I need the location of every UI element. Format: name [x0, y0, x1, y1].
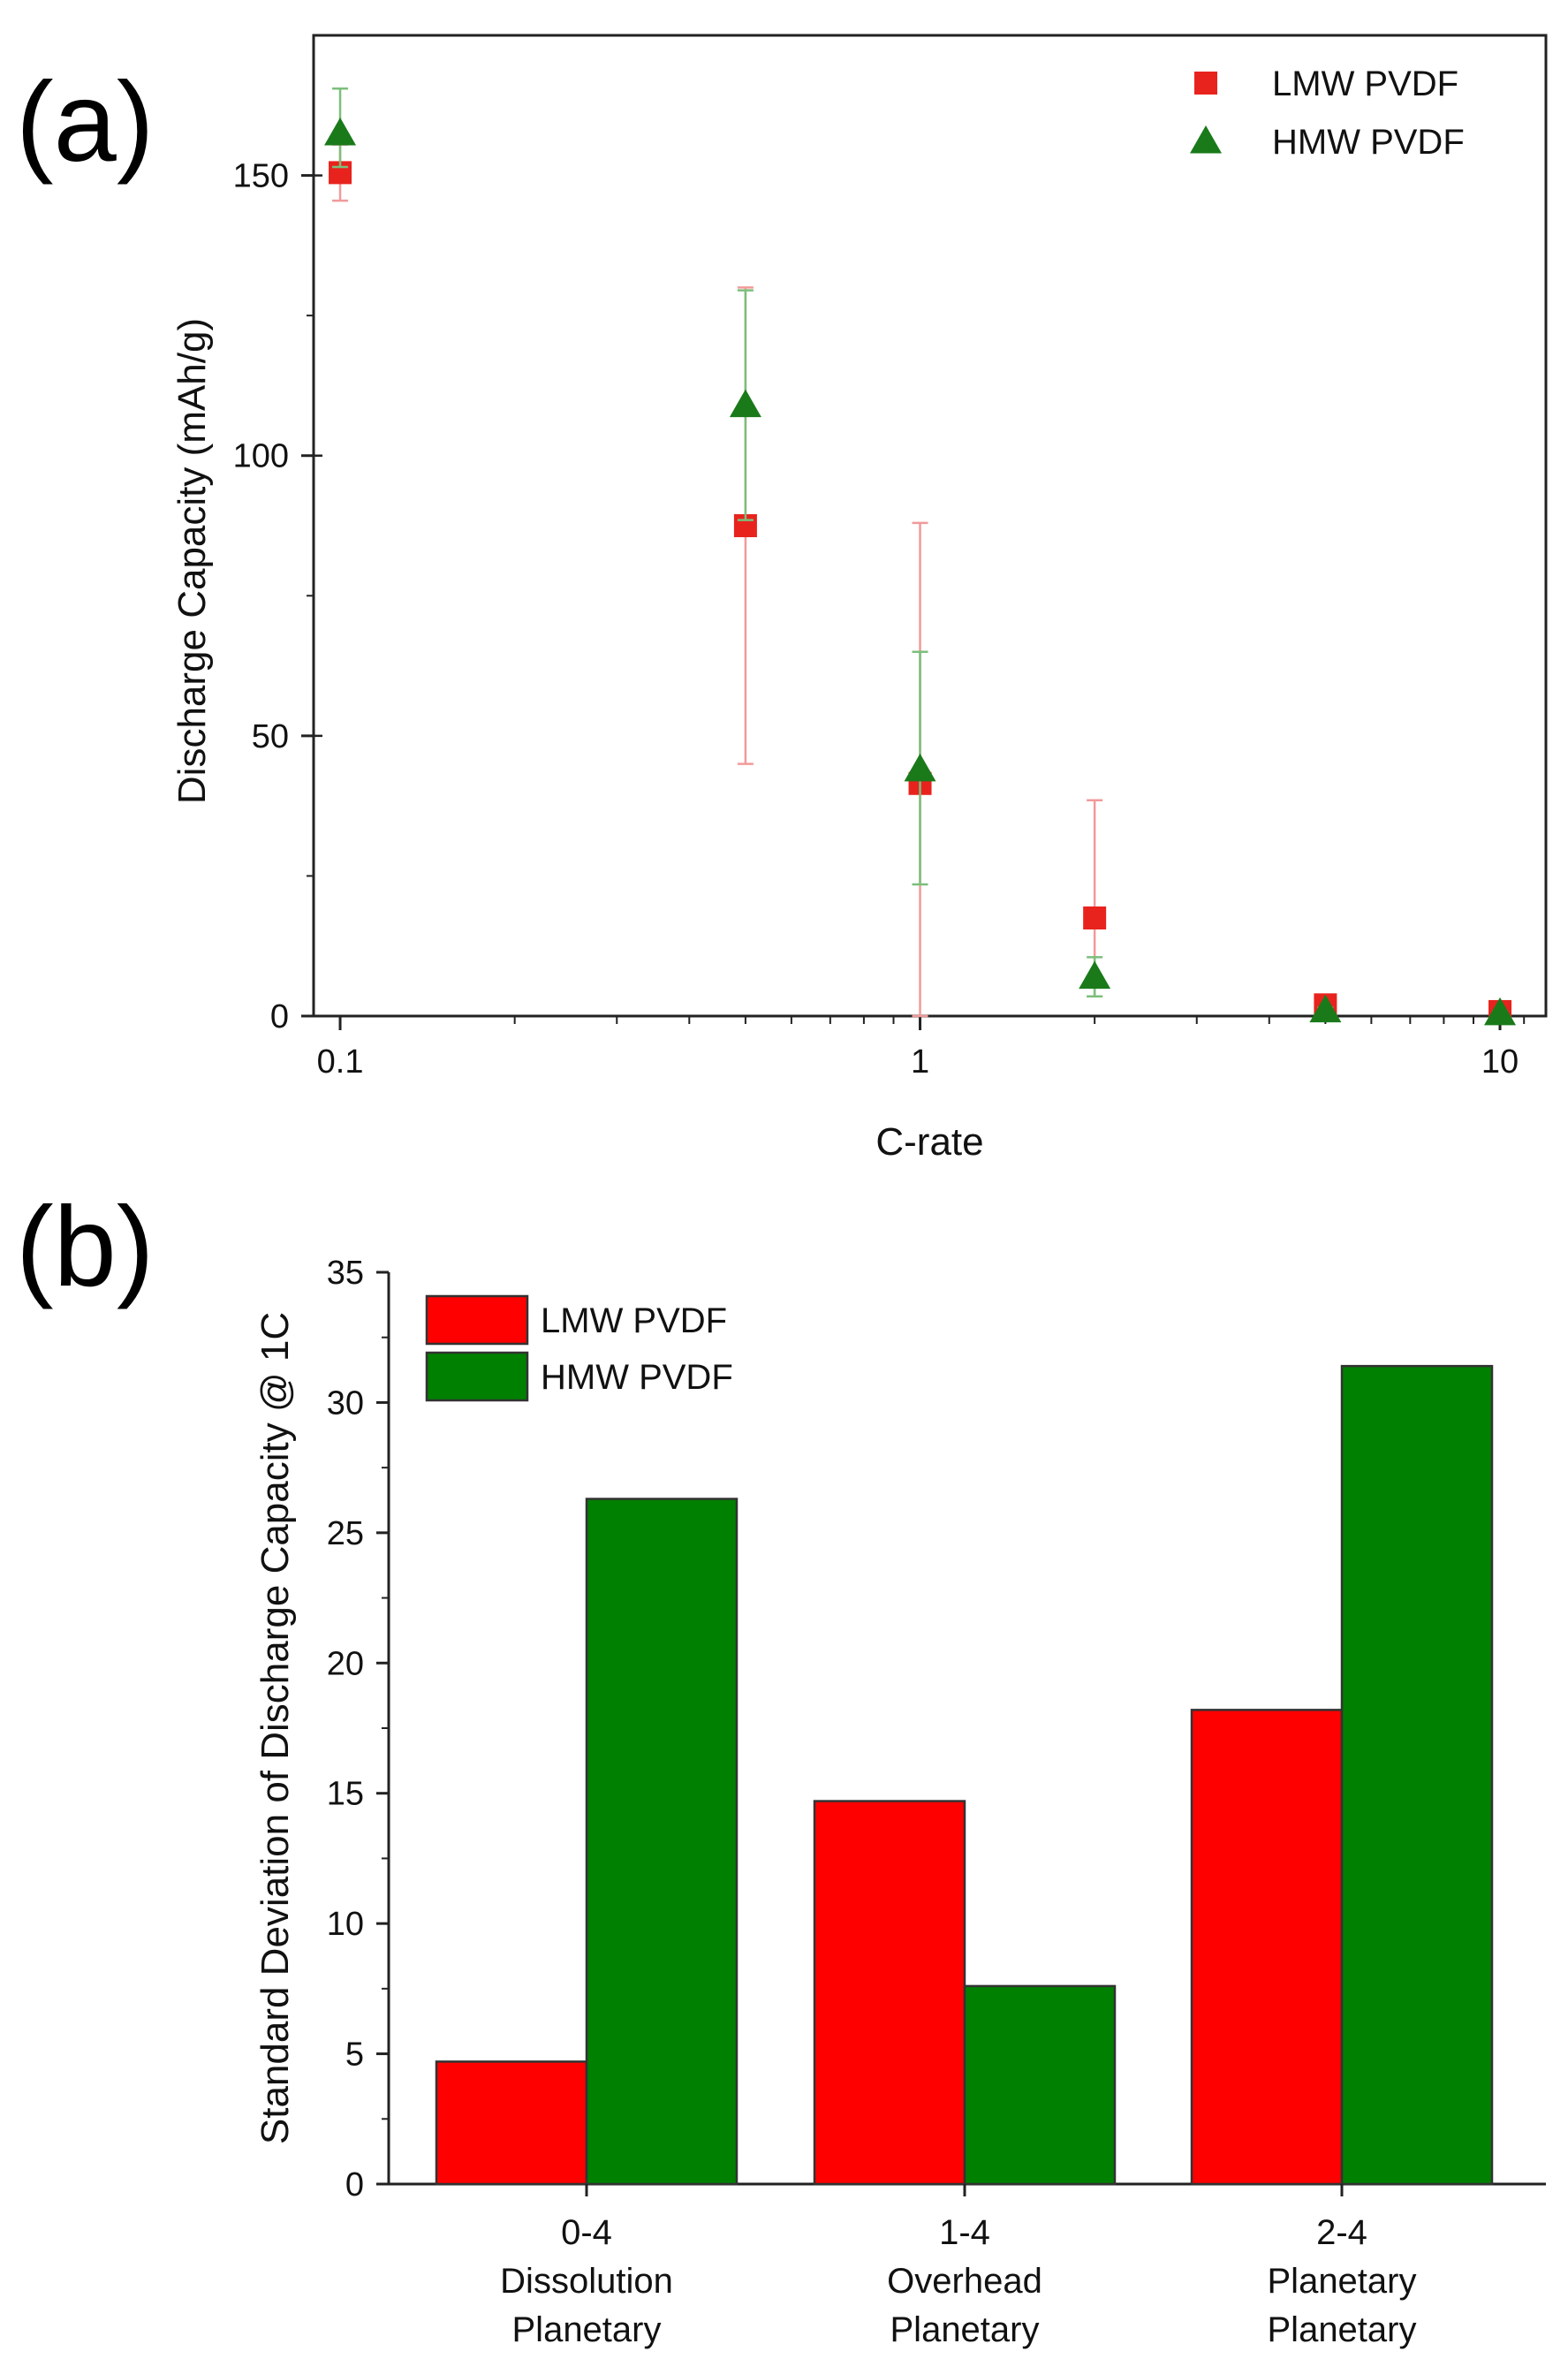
data-point-hmw — [729, 389, 761, 418]
bar-lmw — [813, 1800, 966, 2186]
data-point-hmw — [904, 753, 936, 782]
y-tick-label-b: 35 — [327, 1255, 364, 1292]
y-tick-label-b: 15 — [327, 1776, 364, 1813]
legend-marker-lmw — [1194, 72, 1217, 95]
y-tick-label-b: 30 — [327, 1384, 364, 1422]
category-label-line: Planetary — [1268, 2262, 1417, 2301]
bar-hmw — [1340, 1364, 1494, 2186]
bar-hmw — [585, 1498, 739, 2186]
y-tick-label-a: 0 — [270, 998, 289, 1035]
legend-label-hmw: HMW PVDF — [1272, 123, 1465, 162]
bar-hmw — [963, 1984, 1117, 2186]
y-axis-title-a: Discharge Capacity (mAh/g) — [170, 318, 214, 804]
category-label-line: 2-4 — [1316, 2213, 1367, 2252]
plot-frame-a — [312, 34, 1548, 1018]
bar-lmw — [1190, 1709, 1344, 2186]
data-point-hmw — [1309, 994, 1342, 1023]
category-label-line: Planetary — [512, 2310, 662, 2349]
data-point-hmw — [324, 118, 357, 146]
category-label-line: 0-4 — [561, 2213, 612, 2252]
bar-chart-b: 0 5 10 15 20 25 30 35 Standard Deviation of Disc… — [254, 1255, 1546, 2349]
category-label-line: Overhead — [887, 2262, 1042, 2301]
data-point-hmw — [1079, 960, 1111, 990]
x-tick-label-a: 10 — [1481, 1043, 1519, 1081]
bar-lmw — [435, 2060, 588, 2186]
y-tick-label-a: 50 — [252, 718, 289, 755]
y-tick-label-b: 25 — [327, 1515, 364, 1552]
x-tick-label-a: 0.1 — [317, 1043, 364, 1081]
legend-a: LMW PVDF HMW PVDF — [1190, 64, 1465, 162]
data-point-lmw — [1083, 906, 1107, 929]
legend-label-lmw: LMW PVDF — [1272, 64, 1458, 103]
y-tick-label-b: 0 — [345, 2166, 364, 2203]
category-label-line: Planetary — [890, 2310, 1040, 2349]
legend-label-lmw: LMW PVDF — [541, 1301, 727, 1340]
y-tick-label-b: 5 — [345, 2036, 364, 2074]
panel-a-label: (a) — [16, 59, 154, 186]
panel-b-label: (b) — [16, 1184, 154, 1310]
legend-label-hmw: HMW PVDF — [541, 1358, 733, 1397]
legend-marker-hmw — [1190, 125, 1222, 154]
y-tick-label-b: 10 — [327, 1906, 364, 1943]
data-point-hmw — [1484, 997, 1517, 1026]
legend-swatch-lmw — [425, 1294, 529, 1346]
category-label-line: Planetary — [1268, 2310, 1417, 2349]
y-axis-title-b: Standard Deviation of Discharge Capacity… — [254, 1312, 297, 2144]
x-tick-label-a: 1 — [911, 1043, 929, 1081]
scatter-chart-a: 0 50 100 150 0.1 1 10 C-rate Discharge Capacity … — [170, 34, 1548, 1164]
legend-swatch-hmw — [425, 1351, 529, 1402]
y-tick-label-a: 150 — [233, 158, 289, 195]
y-tick-label-b: 20 — [327, 1645, 364, 1682]
category-label-line: Dissolution — [500, 2262, 673, 2301]
x-axis-title-a: C-rate — [875, 1120, 983, 1164]
y-tick-label-a: 100 — [233, 438, 289, 475]
legend-b: LMW PVDF HMW PVDF — [425, 1294, 733, 1402]
category-label-line: 1-4 — [939, 2213, 990, 2252]
